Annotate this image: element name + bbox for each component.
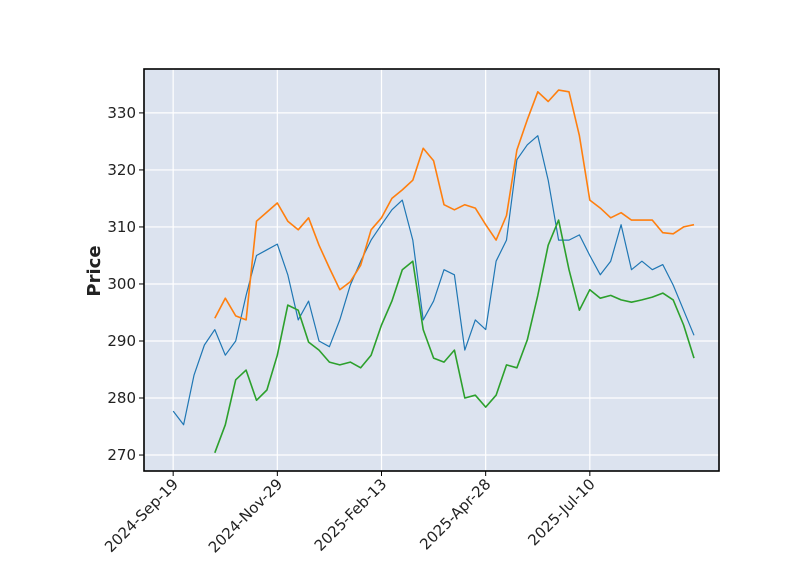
grid	[144, 69, 719, 471]
y-tick-label: 290	[107, 332, 136, 350]
x-tick-label: 2025-Feb-13	[311, 475, 391, 555]
plot-frame	[143, 68, 720, 472]
series-line-1	[214, 89, 695, 321]
series-line-2	[214, 219, 695, 454]
y-axis-label: Price	[84, 245, 105, 296]
x-tick-label: 2024-Sep-19	[101, 475, 182, 556]
y-tick-label: 280	[107, 389, 136, 407]
y-tick-label: 330	[107, 104, 136, 122]
plot-area	[144, 69, 719, 471]
x-tick-label: 2024-Nov-29	[205, 475, 286, 556]
y-tick-label: 320	[107, 161, 136, 179]
series-lines	[172, 89, 695, 454]
x-axis: 2024-Sep-19 2024-Nov-29 2025-Feb-13 2025-Ap…	[101, 471, 599, 556]
y-tick-label: 310	[107, 218, 136, 236]
y-tick-label: 300	[107, 275, 136, 293]
series-line-0	[172, 135, 695, 426]
y-tick-label: 270	[107, 446, 136, 464]
x-tick-label: 2025-Jul-10	[524, 475, 598, 549]
x-tick-label: 2025-Apr-28	[416, 475, 494, 553]
y-axis: 270 280 290 300 310 320 330	[107, 104, 144, 464]
